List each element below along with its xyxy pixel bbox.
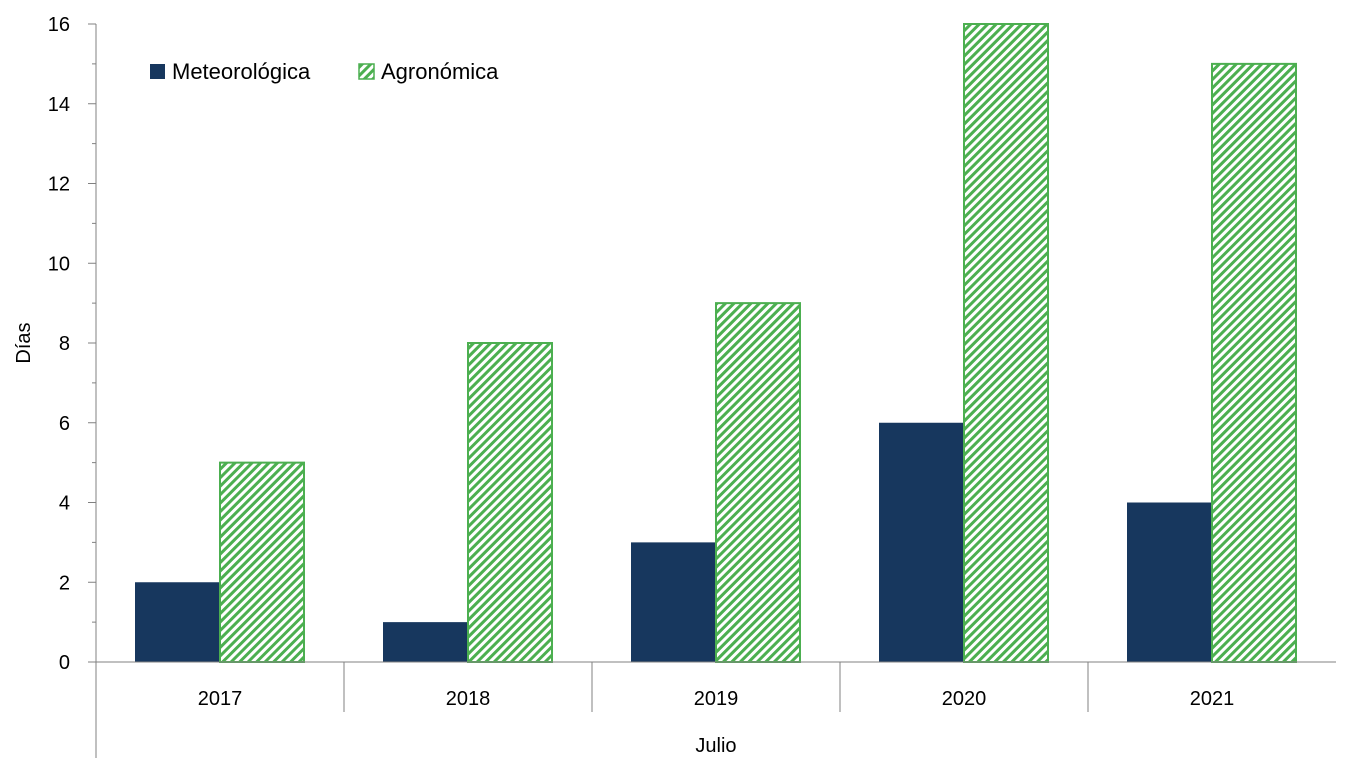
bar-meteorologica-2019 <box>631 542 715 662</box>
x-axis-title: Julio <box>695 735 736 757</box>
y-tick-label: 16 <box>48 14 70 36</box>
bar-meteorologica-2017 <box>135 582 219 662</box>
x-tick-label: 2020 <box>942 688 987 710</box>
x-tick-label: 2018 <box>446 688 491 710</box>
bar-meteorologica-2018 <box>383 622 467 662</box>
bar-agronomica-2021 <box>1211 62 1297 663</box>
y-tick-label: 4 <box>59 493 70 515</box>
y-axis-ticks: 0 2 4 6 8 10 12 14 16 <box>48 14 96 674</box>
x-tick-label: 2017 <box>198 688 243 710</box>
x-tick-label: 2021 <box>1190 688 1235 710</box>
y-tick-label: 0 <box>59 652 70 674</box>
y-tick-label: 8 <box>59 333 70 355</box>
x-axis-ticks: 2017 2018 2019 2020 2021 <box>198 662 1235 712</box>
x-tick-label: 2019 <box>694 688 739 710</box>
y-tick-label: 14 <box>48 94 70 116</box>
legend: Meteorológica Agronómica <box>150 59 499 84</box>
bar-agronomica-2019 <box>715 302 801 663</box>
legend-label-agronomica: Agronómica <box>381 59 499 84</box>
y-tick-label: 2 <box>59 572 70 594</box>
bars-group <box>135 23 1297 663</box>
y-tick-label: 10 <box>48 253 70 275</box>
bar-agronomica-2020 <box>963 23 1049 663</box>
y-tick-label: 6 <box>59 413 70 435</box>
bar-meteorologica-2020 <box>879 422 963 662</box>
bar-meteorologica-2021 <box>1127 502 1211 662</box>
y-tick-label: 12 <box>48 174 70 196</box>
legend-swatch-agronomica <box>358 63 375 80</box>
bar-agronomica-2017 <box>219 461 305 663</box>
bar-agronomica-2018 <box>467 342 553 663</box>
y-axis-title: Días <box>13 322 35 363</box>
legend-swatch-meteorologica <box>150 64 165 79</box>
legend-label-meteorologica: Meteorológica <box>172 59 311 84</box>
